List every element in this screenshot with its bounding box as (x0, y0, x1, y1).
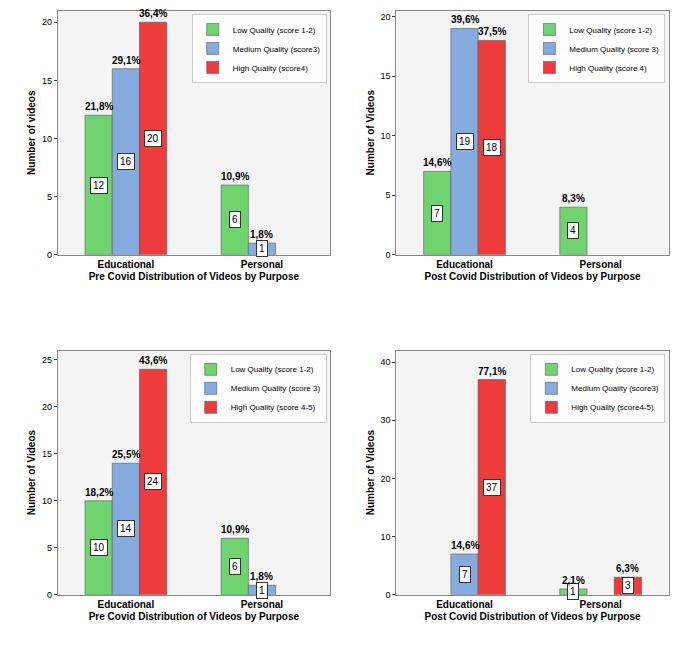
svg-text:Medium Quality (score 3): Medium Quality (score 3) (569, 45, 659, 54)
svg-text:Personal: Personal (579, 259, 621, 270)
svg-text:20: 20 (42, 17, 52, 27)
svg-text:40: 40 (381, 357, 391, 367)
svg-text:14: 14 (120, 523, 132, 534)
svg-text:4: 4 (570, 225, 576, 236)
svg-text:14,6%: 14,6% (451, 540, 479, 551)
svg-text:Low Quality (score 1-2): Low Quality (score 1-2) (569, 26, 652, 35)
svg-text:30: 30 (381, 415, 391, 425)
svg-text:7: 7 (462, 569, 468, 580)
svg-text:15: 15 (42, 449, 52, 459)
svg-text:6: 6 (232, 561, 238, 572)
svg-text:1: 1 (259, 585, 265, 596)
svg-text:1,8%: 1,8% (250, 571, 273, 582)
svg-text:3: 3 (625, 580, 631, 591)
svg-text:1: 1 (259, 243, 265, 254)
svg-text:Educational: Educational (436, 599, 493, 610)
svg-text:19: 19 (459, 136, 471, 147)
svg-text:5: 5 (47, 192, 52, 202)
svg-text:7: 7 (434, 208, 440, 219)
svg-text:High Quality (score 4): High Quality (score 4) (569, 64, 647, 73)
svg-text:2,1%: 2,1% (562, 575, 585, 586)
svg-text:Medium Quality (score 3): Medium Quality (score 3) (231, 384, 321, 393)
svg-text:High Quality (score 4-5): High Quality (score 4-5) (231, 403, 316, 412)
svg-text:Low Quality (score 1-2): Low Quality (score 1-2) (571, 365, 654, 374)
svg-text:6,3%: 6,3% (616, 563, 639, 574)
svg-text:14,6%: 14,6% (423, 157, 451, 168)
svg-text:10: 10 (93, 542, 105, 553)
svg-text:0: 0 (386, 250, 391, 260)
svg-text:5: 5 (386, 190, 391, 200)
svg-text:0: 0 (47, 250, 52, 260)
svg-text:25: 25 (42, 355, 52, 365)
svg-text:Educational: Educational (436, 259, 493, 270)
svg-text:Pre Covid Distribution of Vide: Pre Covid Distribution of Videos by Purp… (89, 611, 300, 622)
svg-text:15: 15 (42, 76, 52, 86)
svg-text:37,5%: 37,5% (478, 26, 506, 37)
svg-text:18,2%: 18,2% (85, 487, 113, 498)
svg-text:20: 20 (147, 133, 159, 144)
svg-text:20: 20 (42, 402, 52, 412)
svg-text:10: 10 (42, 496, 52, 506)
svg-text:Low Quality (score 1-2): Low Quality (score 1-2) (231, 365, 314, 374)
svg-text:77,1%: 77,1% (478, 366, 506, 377)
svg-text:Post Covid Distribution of Vid: Post Covid Distribution of Videos by Pur… (425, 611, 641, 622)
svg-text:Post Covid Distribution of Vid: Post Covid Distribution of Videos by Pur… (425, 271, 641, 282)
svg-text:Educational: Educational (98, 599, 155, 610)
svg-text:Medium Quality (score3): Medium Quality (score3) (571, 384, 658, 393)
svg-text:Medium Quality (score3): Medium Quality (score3) (233, 45, 320, 54)
svg-text:20: 20 (381, 12, 391, 22)
svg-text:0: 0 (386, 590, 391, 600)
svg-text:1: 1 (570, 586, 576, 597)
svg-text:21,8%: 21,8% (85, 101, 113, 112)
svg-text:25,5%: 25,5% (112, 449, 140, 460)
svg-text:10: 10 (381, 532, 391, 542)
svg-text:39,6%: 39,6% (451, 14, 479, 25)
svg-text:10,9%: 10,9% (221, 524, 249, 535)
svg-text:43,6%: 43,6% (139, 355, 167, 366)
svg-text:Educational: Educational (98, 259, 155, 270)
svg-text:1,8%: 1,8% (250, 229, 273, 240)
svg-text:Personal: Personal (579, 599, 621, 610)
svg-text:0: 0 (47, 590, 52, 600)
svg-text:10: 10 (42, 134, 52, 144)
svg-text:24: 24 (147, 476, 159, 487)
svg-text:Number of Videos: Number of Videos (26, 429, 37, 515)
svg-text:Number of Videos: Number of Videos (365, 429, 376, 515)
svg-text:36,4%: 36,4% (139, 8, 167, 19)
svg-text:8,3%: 8,3% (562, 193, 585, 204)
svg-text:6: 6 (232, 214, 238, 225)
svg-text:20: 20 (381, 474, 391, 484)
svg-text:16: 16 (120, 156, 132, 167)
svg-text:15: 15 (381, 71, 391, 81)
svg-text:18: 18 (486, 142, 498, 153)
svg-text:10,9%: 10,9% (221, 171, 249, 182)
svg-text:5: 5 (47, 543, 52, 553)
svg-text:37: 37 (486, 482, 498, 493)
svg-text:10: 10 (381, 131, 391, 141)
svg-text:29,1%: 29,1% (112, 55, 140, 66)
svg-text:Number of videos: Number of videos (26, 90, 37, 175)
svg-text:Pre Covid Distribution of Vide: Pre Covid Distribution of Videos by Purp… (89, 271, 300, 282)
svg-text:High Quality (score4-5): High Quality (score4-5) (571, 403, 654, 412)
svg-text:12: 12 (93, 180, 105, 191)
svg-text:Personal: Personal (241, 259, 283, 270)
svg-text:Number of Videos: Number of Videos (365, 90, 376, 176)
svg-text:Low Quality (score 1-2): Low Quality (score 1-2) (233, 26, 316, 35)
svg-text:Personal: Personal (241, 599, 283, 610)
svg-text:High Quality (score4): High Quality (score4) (233, 64, 308, 73)
